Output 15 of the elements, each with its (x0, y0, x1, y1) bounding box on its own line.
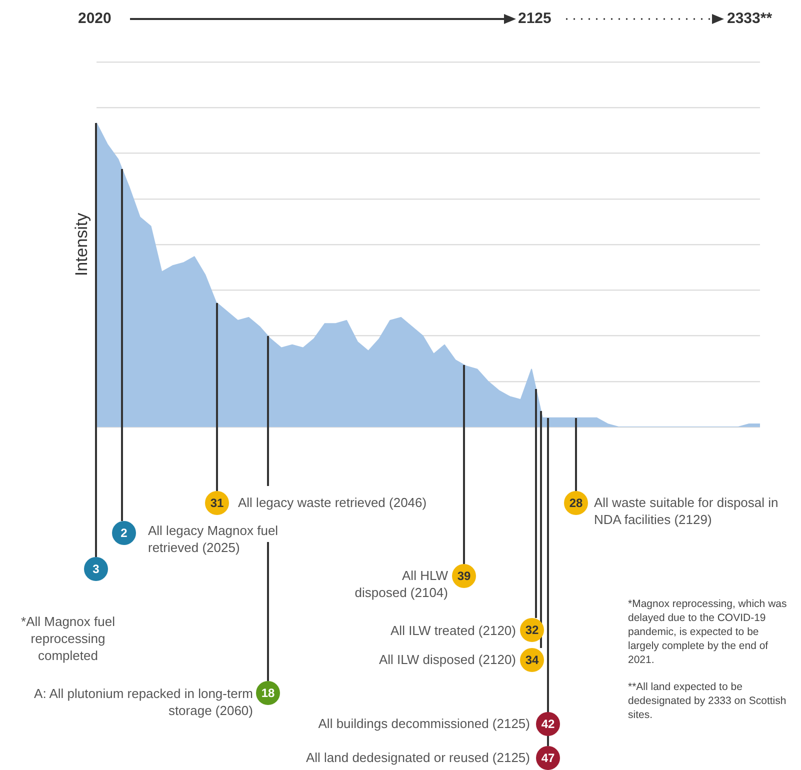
text: All legacy waste retrieved (2046) (238, 494, 428, 511)
text: All HLW disposed (2104) (354, 567, 448, 601)
text: All ILW treated (2120) (390, 622, 516, 639)
text: All ILW disposed (2120) (378, 651, 516, 668)
text: All buildings decommissioned (2125) (317, 715, 530, 732)
text: 2125 (518, 10, 552, 27)
text: All legacy Magnox fuel retrieved (2025) (148, 522, 280, 556)
text: *Magnox reprocessing, which was delayed due to the COVID-19 pandemic, is expected to be largely complete by the end of 2021. (628, 597, 788, 667)
text: 2333** (727, 10, 772, 27)
text: 2020 (78, 10, 112, 27)
text: A: All plutonium repacked in long-term storage (2060) (33, 685, 253, 719)
text: All waste suitable for disposal in NDA facilities (2129) (594, 494, 780, 528)
text: *All Magnox fuel reprocessing completed (20, 613, 116, 664)
text: All land dedesignated or reused (2125) (304, 749, 530, 766)
text: **All land expected to be dedesignated by 2333 on Scottish sites. (628, 680, 788, 722)
